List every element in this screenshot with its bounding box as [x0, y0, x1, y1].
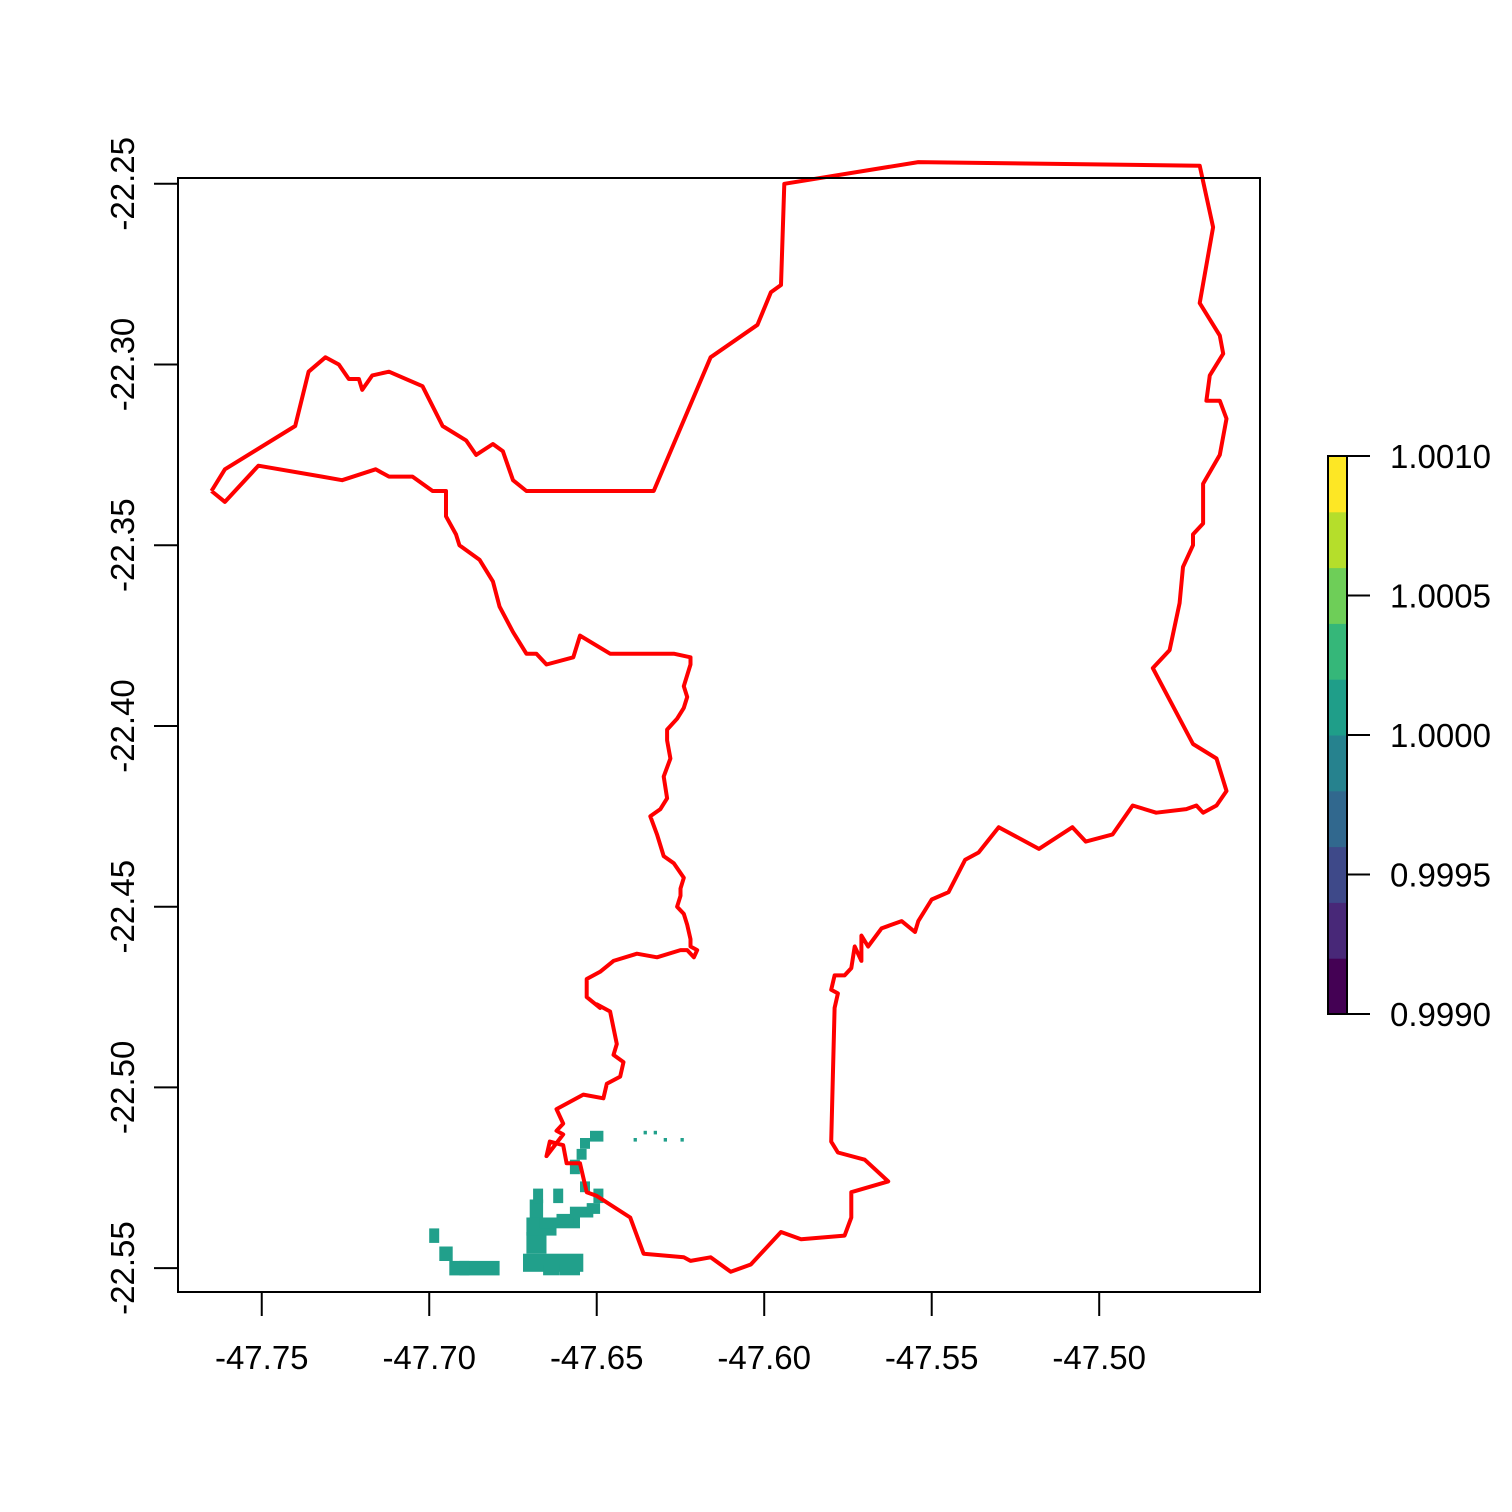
legend-color-step — [1328, 735, 1347, 792]
x-tick-label: -47.65 — [550, 1339, 644, 1376]
raster-cell — [663, 1138, 667, 1142]
x-tick-label: -47.60 — [717, 1339, 811, 1376]
raster-cell — [586, 1203, 601, 1214]
legend-color-step — [1328, 679, 1347, 736]
y-tick-label: -22.30 — [104, 318, 141, 412]
color-legend: 0.9990 0.9995 1.0000 1.0005 1.0010 — [1327, 438, 1491, 1033]
legend-tick-label: 1.0005 — [1390, 578, 1491, 615]
legend-color-step — [1328, 902, 1347, 959]
y-tick-label: -22.45 — [104, 860, 141, 954]
raster-cell — [580, 1138, 590, 1149]
raster-cell — [553, 1188, 564, 1204]
plot-frame — [177, 177, 1261, 1293]
raster-cell — [556, 1213, 574, 1225]
x-tick-label: -47.70 — [382, 1339, 476, 1376]
raster-cell — [429, 1228, 440, 1243]
legend-tick-label: 1.0010 — [1390, 438, 1491, 475]
x-axis: -47.75 -47.70 -47.65 -47.60 -47.55 -47.50 — [215, 1291, 1146, 1376]
legend-colorbar — [1328, 456, 1347, 1015]
raster-cell — [559, 1264, 580, 1276]
legend-color-step — [1328, 846, 1347, 903]
legend-color-step — [1328, 567, 1347, 624]
legend-color-step — [1328, 456, 1347, 513]
legend-color-step — [1328, 790, 1347, 848]
raster-cell — [569, 1206, 594, 1218]
legend-tick-label: 0.9995 — [1390, 857, 1491, 894]
raster-cell — [643, 1130, 647, 1135]
raster-cell — [633, 1138, 637, 1142]
y-axis: -22.25 -22.30 -22.35 -22.40 -22.45 -22.50 -22.… — [104, 137, 179, 1315]
raster-cell — [529, 1199, 544, 1218]
legend-color-step — [1328, 511, 1347, 569]
x-tick-label: -47.75 — [215, 1339, 309, 1376]
y-tick-label: -22.50 — [104, 1041, 141, 1135]
raster-cell — [569, 1159, 580, 1175]
y-tick-label: -22.25 — [104, 137, 141, 231]
region-boundary — [209, 160, 1229, 1274]
raster-cell — [543, 1264, 560, 1276]
legend-color-step — [1328, 958, 1347, 1015]
raster-cell — [590, 1130, 604, 1142]
y-tick-label: -22.35 — [104, 498, 141, 592]
raster-cell — [439, 1246, 453, 1261]
x-tick-label: -47.50 — [1052, 1339, 1146, 1376]
raster-cell — [449, 1260, 470, 1276]
raster-cell — [459, 1260, 500, 1276]
raster-cell — [680, 1138, 684, 1142]
y-tick-label: -22.55 — [104, 1221, 141, 1315]
x-tick-label: -47.55 — [885, 1339, 979, 1376]
legend-tick-label: 0.9990 — [1390, 996, 1491, 1033]
raster-cell — [576, 1148, 587, 1160]
raster-cell — [526, 1232, 547, 1254]
raster-cell — [533, 1188, 544, 1204]
legend-ticks: 0.9990 0.9995 1.0000 1.0005 1.0010 — [1347, 438, 1491, 1033]
raster-cell — [653, 1130, 657, 1135]
legend-color-step — [1328, 623, 1347, 680]
legend-tick-label: 1.0000 — [1390, 717, 1491, 754]
y-tick-label: -22.40 — [104, 679, 141, 773]
